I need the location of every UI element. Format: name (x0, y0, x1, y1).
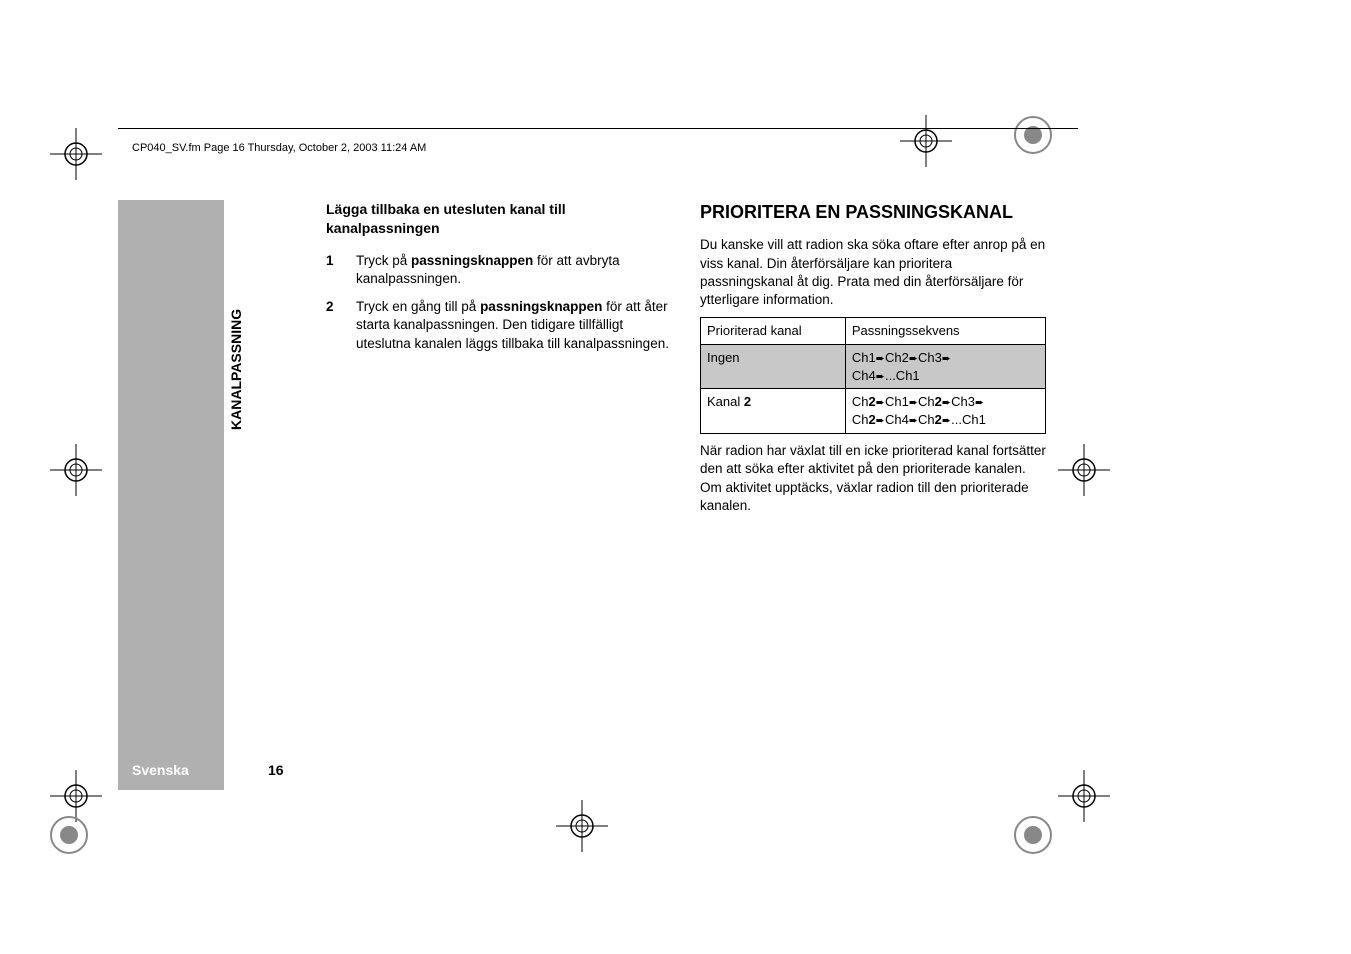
arrow-icon: ➨ (876, 415, 885, 427)
arrow-icon: ➨ (909, 415, 918, 427)
arrow-icon: ➨ (876, 397, 885, 409)
step-2: 2 Tryck en gång till på passningsknappen… (326, 298, 672, 353)
left-column: Lägga tillbaka en utesluten kanal till k… (326, 200, 672, 515)
crop-mark-top-left (50, 128, 102, 185)
arrow-icon: ➨ (975, 397, 984, 409)
step-1-number: 1 (326, 252, 356, 288)
table-r1c2: Ch1➨Ch2➨Ch3➨ Ch4➨...Ch1 (845, 344, 1045, 389)
step-1-bold: passningsknappen (411, 253, 533, 268)
right-column: PRIORITERA EN PASSNINGSKANAL Du kanske v… (700, 200, 1046, 515)
content-area: Lägga tillbaka en utesluten kanal till k… (326, 200, 1046, 515)
crop-mark-bottom-center (556, 800, 608, 857)
table-row-2: Kanal 2 Ch2➨Ch1➨Ch2➨Ch3➨ Ch2➨Ch4➨Ch2➨...… (701, 389, 1046, 434)
right-heading: PRIORITERA EN PASSNINGSKANAL (700, 200, 1046, 224)
color-reg-top-left (46, 812, 92, 863)
sidebar-label: KANALPASSNING (228, 309, 244, 430)
footer-page-number: 16 (268, 762, 284, 778)
color-reg-bottom-right (1010, 812, 1056, 863)
footer-language: Svenska (132, 762, 189, 778)
step-1-text-a: Tryck på (356, 253, 411, 268)
arrow-icon: ➨ (909, 397, 918, 409)
arrow-icon: ➨ (942, 415, 951, 427)
arrow-icon: ➨ (876, 371, 885, 383)
sidebar-band (118, 200, 224, 790)
crop-mark-left-mid (50, 444, 102, 501)
arrow-icon: ➨ (909, 353, 918, 365)
step-2-text-a: Tryck en gång till på (356, 299, 480, 314)
left-subheading: Lägga tillbaka en utesluten kanal till k… (326, 200, 672, 238)
right-after-text: När radion har växlat till en icke prior… (700, 442, 1046, 515)
scan-table: Prioriterad kanal Passningssekvens Ingen… (700, 317, 1046, 434)
step-2-number: 2 (326, 298, 356, 353)
right-intro: Du kanske vill att radion ska söka oftar… (700, 236, 1046, 309)
arrow-icon: ➨ (876, 353, 885, 365)
table-r1c1: Ingen (701, 344, 846, 389)
table-header-2: Passningssekvens (845, 318, 1045, 345)
table-r2c1: Kanal 2 (701, 389, 846, 434)
header-line: CP040_SV.fm Page 16 Thursday, October 2,… (132, 142, 426, 154)
arrow-icon: ➨ (942, 353, 951, 365)
step-2-bold: passningsknappen (480, 299, 602, 314)
table-header-1: Prioriterad kanal (701, 318, 846, 345)
table-header-row: Prioriterad kanal Passningssekvens (701, 318, 1046, 345)
step-1: 1 Tryck på passningsknappen för att avbr… (326, 252, 672, 288)
step-2-body: Tryck en gång till på passningsknappen f… (356, 298, 672, 353)
step-1-body: Tryck på passningsknappen för att avbryt… (356, 252, 672, 288)
table-row-1: Ingen Ch1➨Ch2➨Ch3➨ Ch4➨...Ch1 (701, 344, 1046, 389)
table-r2c2: Ch2➨Ch1➨Ch2➨Ch3➨ Ch2➨Ch4➨Ch2➨...Ch1 (845, 389, 1045, 434)
arrow-icon: ➨ (942, 397, 951, 409)
